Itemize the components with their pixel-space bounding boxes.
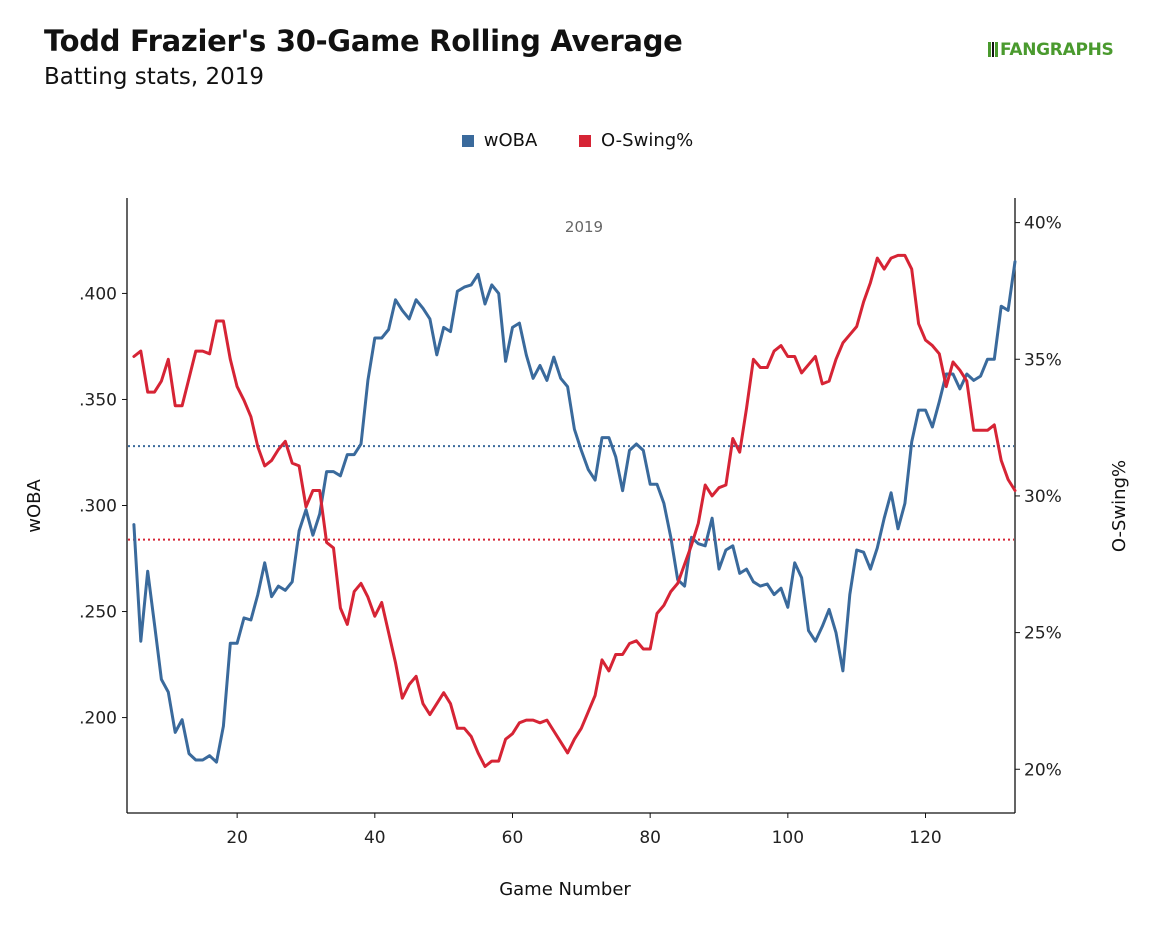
x-tick-label: 120 [909,828,941,848]
chart-title: Todd Frazier's 30-Game Rolling Average [44,24,683,58]
y-axis-title-left: wOBA [24,479,45,533]
logo-text: FANGRAPHS [1000,40,1114,60]
legend-item-woba[interactable]: wOBA [461,130,538,151]
legend-swatch-oswing [579,135,592,147]
y-right-tick-label: 25% [1024,624,1062,644]
logo-icon [988,42,998,57]
oswing-series-line [132,253,1017,768]
y-left-tick-label: .400 [79,284,117,304]
chart-legend: wOBA O-Swing% [0,130,1155,151]
y-right-tick-label: 20% [1024,760,1062,780]
x-tick-label: 40 [364,828,386,848]
x-tick-label: 60 [502,828,524,848]
fangraphs-logo[interactable]: FANGRAPHS [988,40,1114,60]
legend-label-oswing: O-Swing% [601,130,694,151]
legend-swatch-woba [461,135,474,147]
y-right-tick-label: 40% [1024,214,1062,234]
woba-series-line [132,260,1017,764]
y-left-tick-label: .250 [79,603,117,623]
y-right-tick-label: 30% [1024,487,1062,507]
x-tick-label: 20 [226,828,248,848]
x-tick-label: 100 [772,828,804,848]
legend-item-oswing[interactable]: O-Swing% [579,130,693,151]
chart-subtitle: Batting stats, 2019 [44,64,265,90]
y-left-tick-label: .350 [79,390,117,410]
y-left-tick-label: .200 [79,709,117,729]
x-axis-title: Game Number [499,879,631,900]
y-axis-title-right: O-Swing% [1109,460,1130,552]
y-right-tick-label: 35% [1024,350,1062,370]
panel-label: 2019 [565,218,603,236]
y-left-tick-label: .300 [79,497,117,517]
legend-label-woba: wOBA [483,130,538,151]
x-tick-label: 80 [639,828,661,848]
